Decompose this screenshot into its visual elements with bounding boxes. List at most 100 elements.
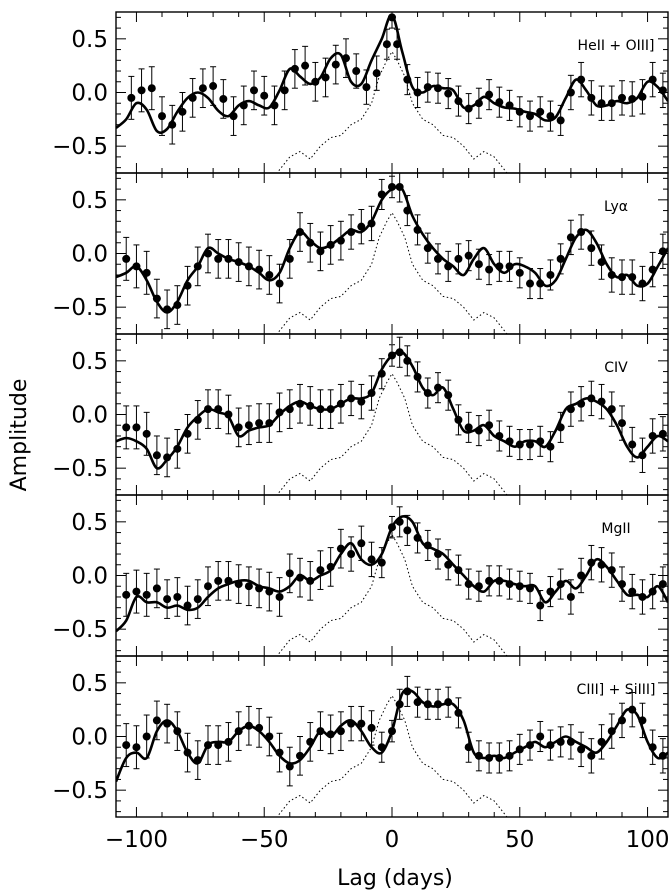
data-point — [163, 453, 172, 462]
data-point — [388, 727, 396, 736]
data-point — [255, 419, 264, 428]
data-point — [163, 305, 172, 314]
data-point — [214, 405, 223, 414]
data-point — [265, 587, 274, 596]
data-point — [255, 265, 264, 274]
x-axis-title: Lag (days) — [337, 866, 453, 891]
data-point — [556, 116, 565, 125]
data-point — [628, 94, 637, 103]
data-point — [454, 254, 463, 263]
data-point — [388, 182, 396, 191]
data-point — [331, 60, 340, 69]
data-point — [546, 270, 555, 279]
data-point — [618, 273, 626, 282]
data-point — [658, 751, 667, 760]
data-point — [285, 405, 294, 414]
data-point — [423, 700, 432, 709]
panel-label: CIV — [604, 360, 628, 376]
data-point — [495, 576, 504, 585]
data-point — [137, 86, 146, 95]
data-point — [357, 719, 366, 728]
data-point — [285, 569, 294, 578]
data-point — [173, 592, 182, 601]
data-point — [388, 351, 396, 360]
data-point — [321, 73, 330, 82]
data-point — [587, 244, 596, 253]
data-point — [224, 254, 233, 263]
panel-plot-area — [116, 173, 668, 334]
y-tick-label: 0.0 — [71, 81, 108, 107]
data-point — [393, 40, 402, 49]
data-point — [122, 423, 131, 432]
data-point — [357, 539, 366, 548]
data-point — [377, 558, 386, 567]
data-point — [618, 419, 626, 428]
data-point — [204, 741, 212, 750]
x-tick-label: −100 — [105, 827, 168, 853]
data-point — [270, 101, 279, 110]
data-point — [607, 99, 616, 108]
data-point — [638, 279, 647, 288]
data-point — [224, 410, 233, 419]
data-point — [275, 592, 284, 601]
y-tick-label: 0.5 — [71, 349, 108, 375]
data-point — [173, 727, 182, 736]
data-point — [658, 86, 667, 95]
data-point — [577, 75, 586, 84]
x-tick-label: 0 — [385, 827, 400, 853]
data-point — [485, 265, 494, 274]
data-point — [434, 550, 442, 559]
y-tick-label: 0.5 — [71, 188, 108, 214]
y-tick-label: −0.5 — [52, 617, 108, 643]
data-point — [607, 405, 616, 414]
data-point — [566, 592, 575, 601]
data-point — [234, 423, 243, 432]
data-point — [342, 54, 350, 63]
data-point — [326, 562, 335, 571]
data-point — [526, 112, 534, 121]
data-point — [638, 716, 647, 725]
data-point — [515, 440, 524, 449]
data-point — [566, 405, 575, 414]
y-tick-label: 0.5 — [71, 510, 108, 536]
data-point — [316, 727, 325, 736]
data-point — [454, 97, 463, 106]
data-point — [122, 254, 131, 263]
data-point — [306, 576, 315, 585]
data-point — [648, 431, 657, 440]
data-point — [618, 93, 626, 102]
data-point — [214, 741, 223, 750]
data-point — [285, 254, 294, 263]
data-point — [316, 566, 325, 575]
data-point — [142, 732, 151, 741]
data-point — [214, 254, 223, 263]
data-point — [648, 75, 657, 84]
data-point — [183, 429, 192, 438]
panel-label: CIII] + SiIII] — [577, 682, 656, 698]
data-point — [413, 698, 422, 707]
y-tick-label: 0.0 — [71, 403, 108, 429]
data-point — [638, 592, 647, 601]
data-point — [474, 99, 483, 108]
data-point — [163, 595, 172, 604]
data-point — [377, 369, 386, 378]
panel-plot-area — [116, 12, 668, 173]
data-point — [224, 737, 233, 746]
data-point — [546, 442, 555, 451]
data-point — [183, 748, 192, 757]
data-point — [434, 383, 442, 392]
data-point — [577, 399, 586, 408]
data-point — [183, 601, 192, 610]
data-point — [556, 737, 565, 746]
data-point — [607, 727, 616, 736]
data-point — [485, 90, 494, 99]
data-point — [367, 723, 376, 732]
data-point — [367, 555, 376, 564]
data-point — [377, 190, 386, 199]
data-point — [536, 437, 545, 446]
data-point — [280, 86, 289, 95]
data-point — [628, 587, 637, 596]
data-point — [168, 120, 177, 129]
data-point — [454, 708, 463, 717]
data-point — [618, 580, 626, 589]
